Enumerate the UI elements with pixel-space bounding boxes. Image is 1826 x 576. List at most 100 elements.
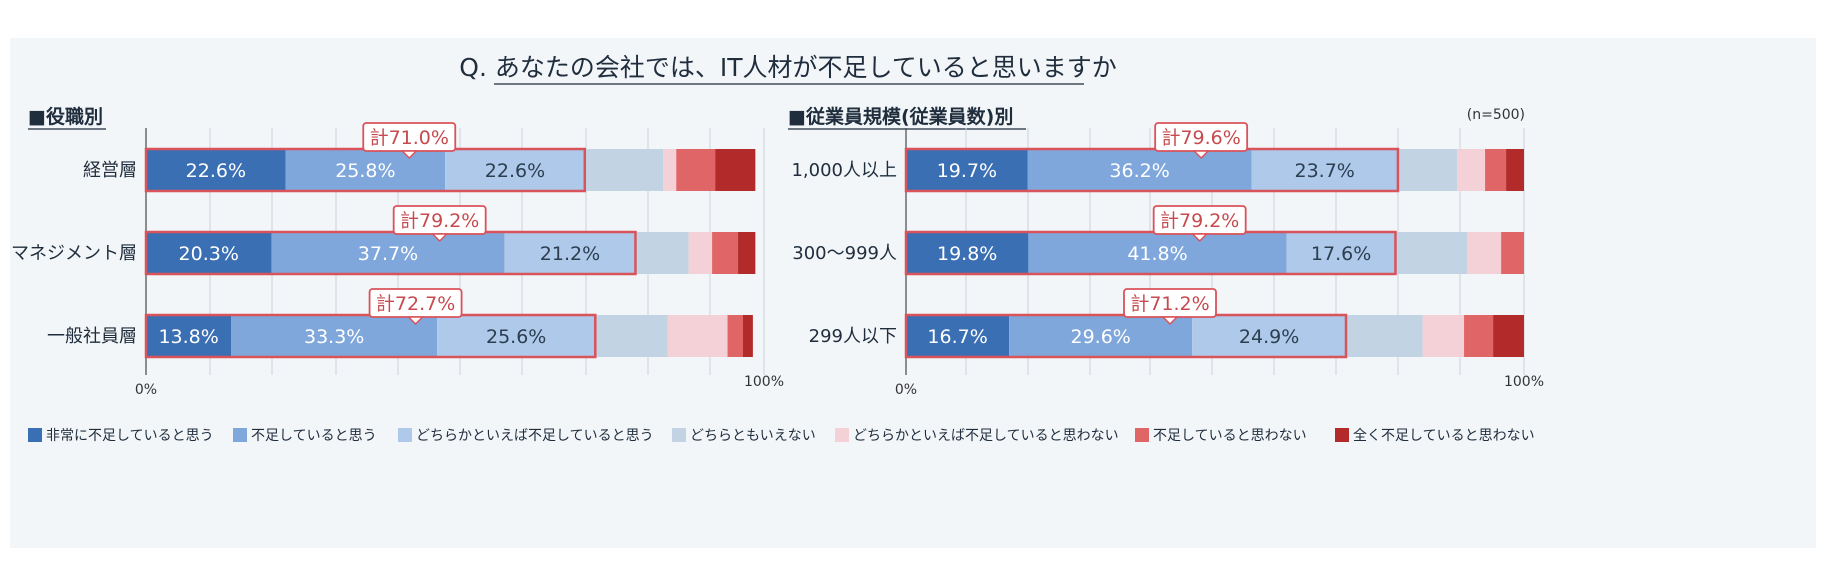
data-label: 16.7% xyxy=(927,326,987,348)
total-callout-pointer xyxy=(1190,233,1209,243)
category-label: 1,000人以上 xyxy=(791,160,897,181)
bar-segment xyxy=(663,149,677,191)
x-tick-label: 100% xyxy=(1504,374,1544,390)
bar-segment xyxy=(906,232,1029,274)
bar-segment xyxy=(437,315,596,357)
chart-title: Q. あなたの会社では、IT人材が不足していると思いますか xyxy=(459,53,1116,82)
legend-entry: どちらかといえば不足していると思う xyxy=(416,428,654,444)
data-label: 19.8% xyxy=(937,243,997,265)
data-label: 21.2% xyxy=(540,243,600,265)
total-callout-label: 計72.7% xyxy=(376,293,455,315)
bar-segment xyxy=(1464,315,1494,357)
total-highlight-box xyxy=(904,147,1400,193)
panel-heading-1: ■従業員規模(従業員数)別 xyxy=(788,105,1013,128)
legend-entry: 全く不足していると思わない xyxy=(1353,427,1535,444)
data-label: 22.6% xyxy=(485,160,545,182)
bar-segment xyxy=(1251,149,1398,191)
category-label: マネジメント層 xyxy=(11,243,137,264)
bar-segment xyxy=(1501,232,1524,274)
data-label: 37.7% xyxy=(358,243,418,265)
data-label: 41.8% xyxy=(1127,243,1187,265)
bar-segment xyxy=(504,232,636,274)
bar-segment xyxy=(1457,149,1486,191)
category-label: 300〜999人 xyxy=(792,243,897,264)
x-tick-label: 0% xyxy=(135,382,157,398)
data-label: 19.7% xyxy=(937,160,997,182)
data-label: 22.6% xyxy=(186,160,246,182)
bar-segment xyxy=(445,149,585,191)
bar-segment xyxy=(712,232,739,274)
bar-segment xyxy=(146,232,272,274)
bar-segment xyxy=(146,315,232,357)
data-label: 25.6% xyxy=(486,326,546,348)
total-callout-label: 計71.0% xyxy=(370,127,449,149)
category-label: 299人以下 xyxy=(809,326,897,347)
bar-segment xyxy=(1027,149,1252,191)
data-label: 23.7% xyxy=(1295,160,1355,182)
bar-segment xyxy=(742,315,753,357)
bar-segment xyxy=(1395,232,1468,274)
sample-note: (n=500) xyxy=(1467,107,1525,123)
bar-segment xyxy=(688,232,713,274)
legend-swatch xyxy=(398,428,412,442)
bar-segment xyxy=(146,149,286,191)
bar-segment xyxy=(1397,149,1458,191)
chart-panel xyxy=(10,38,1816,548)
total-callout-label: 計79.2% xyxy=(400,210,479,232)
total-callout-label: 計71.2% xyxy=(1130,293,1209,315)
bar-segment xyxy=(676,149,716,191)
legend-swatch xyxy=(835,428,849,442)
bar-segment xyxy=(285,149,446,191)
total-callout-pointer xyxy=(400,150,419,160)
legend-swatch xyxy=(1335,428,1349,442)
bar-segment xyxy=(1028,232,1287,274)
category-label: 経営層 xyxy=(83,160,137,181)
data-label: 33.3% xyxy=(304,326,364,348)
bar-segment xyxy=(584,149,664,191)
legend-swatch xyxy=(28,428,42,442)
data-label: 20.3% xyxy=(179,243,239,265)
bar-segment xyxy=(1493,315,1524,357)
bar-segment xyxy=(231,315,438,357)
bar-segment xyxy=(906,149,1028,191)
legend-entry: どちらともいえない xyxy=(690,428,816,444)
legend-entry: 不足していると思わない xyxy=(1153,428,1307,444)
legend-swatch xyxy=(672,428,686,442)
category-label: 一般社員層 xyxy=(47,326,137,347)
bar-segment xyxy=(1506,149,1524,191)
total-callout-pointer xyxy=(406,316,425,326)
bar-segment xyxy=(1192,315,1347,357)
total-callout-label: 計79.6% xyxy=(1161,127,1240,149)
bar-segment xyxy=(727,315,743,357)
data-label: 13.8% xyxy=(158,326,218,348)
bar-segment xyxy=(1009,315,1193,357)
bar-segment xyxy=(1346,315,1423,357)
legend-entry: どちらかといえば不足していると思わない xyxy=(853,428,1119,444)
bar-segment xyxy=(715,149,756,191)
bar-segment xyxy=(667,315,728,357)
bar-segment xyxy=(1422,315,1465,357)
bar-segment xyxy=(1467,232,1502,274)
bar-segment xyxy=(906,315,1010,357)
bar-segment xyxy=(1485,149,1507,191)
legend-entry: 不足していると思う xyxy=(251,428,377,444)
bar-segment xyxy=(595,315,668,357)
total-highlight-box xyxy=(144,230,637,276)
data-label: 25.8% xyxy=(335,160,395,182)
x-tick-label: 100% xyxy=(744,374,784,390)
total-callout-label: 計79.2% xyxy=(1160,210,1239,232)
panel-heading-0: ■役職別 xyxy=(28,105,103,128)
bar-segment xyxy=(635,232,689,274)
legend-entry: 非常に不足していると思う xyxy=(46,428,214,444)
x-tick-label: 0% xyxy=(895,382,917,398)
legend-swatch xyxy=(233,428,247,442)
data-label: 29.6% xyxy=(1070,326,1130,348)
total-callout-pointer xyxy=(430,233,449,243)
data-label: 24.9% xyxy=(1239,326,1299,348)
bar-segment xyxy=(271,232,505,274)
data-label: 36.2% xyxy=(1109,160,1169,182)
bar-segment xyxy=(738,232,756,274)
total-callout-pointer xyxy=(1192,150,1210,160)
total-callout-pointer xyxy=(1161,316,1179,326)
